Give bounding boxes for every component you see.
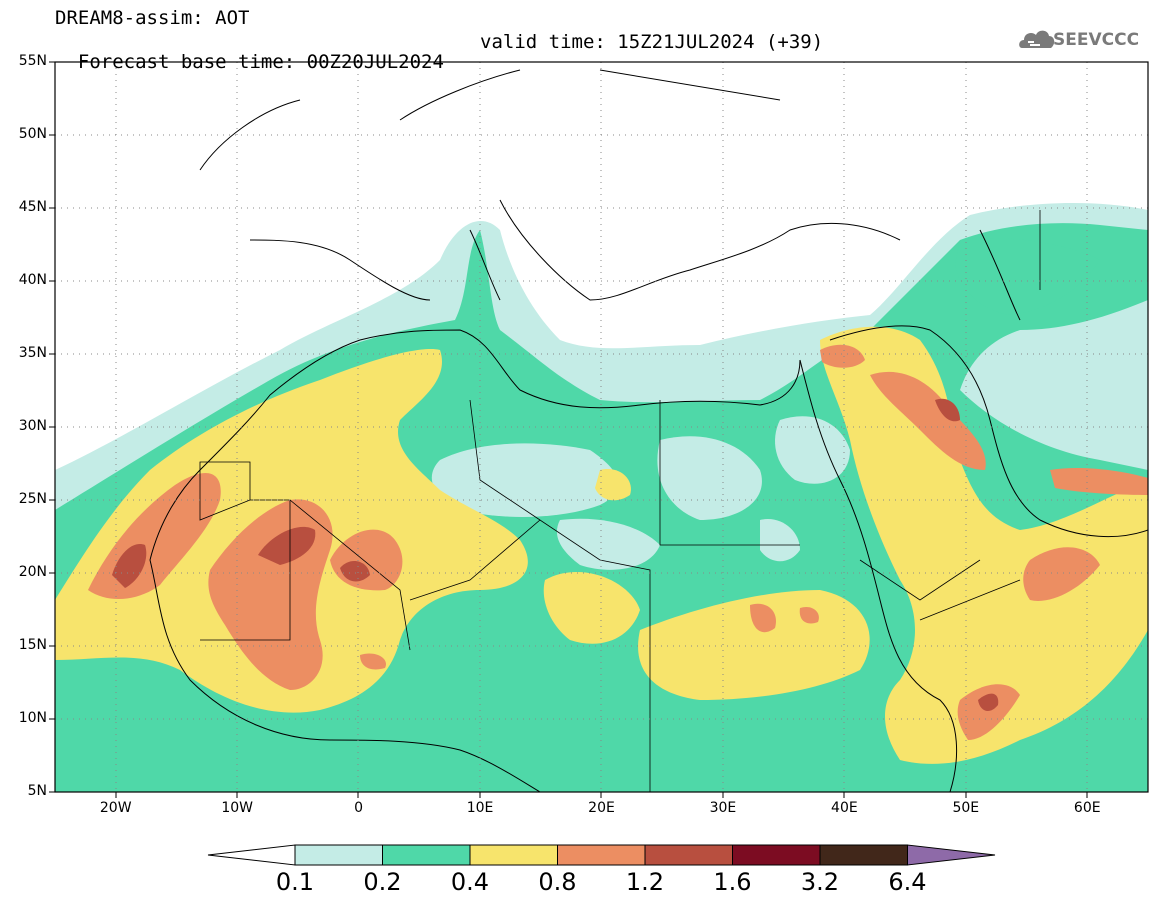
colorbar-label: 0.2	[363, 868, 402, 896]
lon-label-40E: 40E	[831, 800, 858, 816]
colorbar-label: 0.8	[538, 868, 577, 896]
lat-label-15N: 15N	[18, 637, 47, 653]
aot-band-0.1-pockets	[193, 356, 1110, 696]
lon-label-10E: 10E	[466, 800, 494, 816]
lat-label-50N: 50N	[18, 126, 47, 142]
lon-label-0: 0	[354, 800, 364, 816]
lon-label-20W: 20W	[99, 800, 132, 816]
lat-label-25N: 25N	[18, 491, 47, 507]
lat-label-55N: 55N	[18, 53, 47, 69]
valid-time: valid time: 15Z21JUL2024 (+39)	[480, 31, 824, 53]
colorbar-label: 3.2	[800, 868, 840, 896]
lat-label-35N: 35N	[18, 345, 47, 361]
colorbar-label: 0.4	[450, 868, 490, 896]
colorbar-swatch-6	[732, 844, 821, 866]
coastlines	[149, 69, 1148, 792]
lon-label-60E: 60E	[1073, 800, 1101, 816]
lon-label-50E: 50E	[952, 800, 980, 816]
axis-ticks	[49, 61, 1088, 798]
lat-label-30N: 30N	[18, 418, 47, 434]
graticule	[55, 62, 1148, 792]
lat-label-10N: 10N	[18, 710, 47, 726]
cloud-icon	[1019, 30, 1055, 48]
lat-label-45N: 45N	[18, 199, 47, 215]
colorbar-label: 6.4	[888, 868, 927, 896]
map-title: DREAM8-assim: AOT	[55, 7, 250, 29]
lon-label-30E: 30E	[709, 800, 737, 816]
colorbar-label: 0.1	[275, 868, 315, 896]
forecast-times: Forecast base time: 00Z20JUL2024 valid ti…	[55, 32, 823, 73]
colorbar	[207, 844, 996, 866]
forecast-base-time: Forecast base time: 00Z20JUL2024	[77, 51, 444, 73]
colorbar-under-arrow	[207, 844, 296, 866]
seevccc-logo-text: SEEVCCC	[1053, 30, 1140, 50]
lat-label-20N: 20N	[18, 564, 47, 580]
country-borders	[199, 210, 1041, 792]
lat-label-5N: 5N	[27, 783, 47, 799]
colorbar-over-arrow	[907, 844, 996, 866]
colorbar-label: 1.6	[713, 868, 752, 896]
lat-label-40N: 40N	[18, 272, 47, 288]
colorbar-swatch-1	[294, 844, 383, 866]
colorbar-swatch-4	[557, 844, 646, 866]
colorbar-label: 1.2	[625, 868, 665, 896]
colorbar-swatch-3	[469, 844, 558, 866]
lon-label-10W: 10W	[221, 800, 253, 816]
lon-label-20E: 20E	[588, 800, 615, 816]
aot-band-1.2	[112, 398, 999, 712]
colorbar-swatch-2	[382, 844, 471, 866]
colorbar-swatch-5	[644, 844, 733, 866]
colorbar-swatch-7	[819, 844, 908, 866]
